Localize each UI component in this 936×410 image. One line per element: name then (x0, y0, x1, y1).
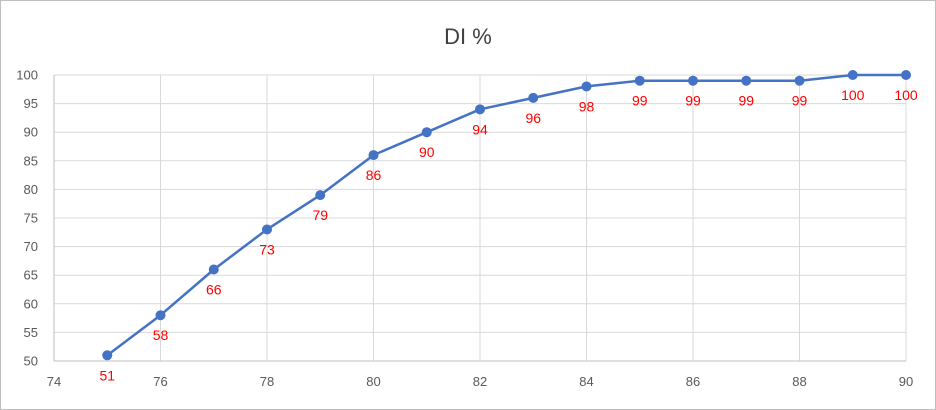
data-label: 73 (259, 241, 275, 257)
data-label: 86 (366, 167, 382, 183)
y-tick-label: 95 (24, 96, 38, 111)
data-point (581, 81, 592, 92)
data-points (102, 70, 911, 361)
chart-title: DI % (444, 24, 492, 49)
data-point (368, 150, 379, 161)
x-tick-label: 78 (260, 374, 274, 389)
x-tick-label: 88 (792, 374, 806, 389)
data-point (528, 92, 539, 103)
x-axis-ticks: 74 76 78 80 82 84 86 88 90 (47, 374, 913, 389)
y-tick-label: 90 (24, 125, 38, 140)
series-line (106, 73, 908, 357)
x-tick-label: 84 (579, 374, 593, 389)
data-label: 99 (738, 93, 754, 109)
data-point (102, 350, 113, 361)
series-group (106, 73, 908, 357)
data-point (741, 75, 752, 86)
data-point (688, 75, 698, 86)
data-point (208, 264, 219, 275)
data-point (794, 75, 805, 86)
data-point (421, 127, 432, 138)
data-label: 58 (153, 327, 169, 343)
y-axis-ticks: 50 55 60 65 70 75 80 85 90 95 100 (16, 68, 38, 369)
y-tick-label: 85 (24, 153, 38, 168)
data-label: 66 (206, 281, 222, 297)
x-tick-label: 90 (899, 374, 913, 389)
data-point (847, 70, 858, 80)
data-point (315, 190, 326, 201)
data-label: 100 (894, 87, 918, 103)
y-tick-label: 55 (24, 325, 38, 340)
data-label: 94 (472, 121, 488, 137)
data-label: 99 (685, 93, 701, 109)
data-label: 96 (525, 110, 541, 126)
data-label: 90 (419, 144, 435, 160)
data-label: 51 (99, 367, 115, 383)
y-tick-label: 80 (24, 182, 38, 197)
data-label: 99 (632, 93, 648, 109)
y-tick-label: 70 (24, 239, 38, 254)
data-point (262, 224, 272, 235)
data-point (155, 310, 166, 321)
y-tick-label: 65 (24, 268, 38, 283)
x-tick-label: 76 (153, 374, 167, 389)
data-point (901, 70, 911, 80)
data-label: 100 (841, 87, 865, 103)
x-tick-label: 82 (473, 374, 487, 389)
y-tick-label: 100 (16, 68, 38, 83)
x-tick-label: 80 (366, 374, 380, 389)
x-tick-label: 86 (686, 374, 700, 389)
data-label: 79 (312, 207, 328, 223)
data-labels: 51 58 66 73 79 86 90 94 96 98 99 99 99 99 100 100 (99, 87, 917, 383)
data-point (475, 104, 485, 115)
y-tick-label: 50 (24, 354, 38, 369)
x-tick-label: 74 (47, 374, 61, 389)
data-label: 99 (792, 93, 808, 109)
data-point (634, 75, 645, 86)
y-tick-label: 75 (24, 211, 38, 226)
y-tick-label: 60 (24, 296, 38, 311)
data-label: 98 (579, 98, 595, 114)
axes (53, 75, 906, 362)
